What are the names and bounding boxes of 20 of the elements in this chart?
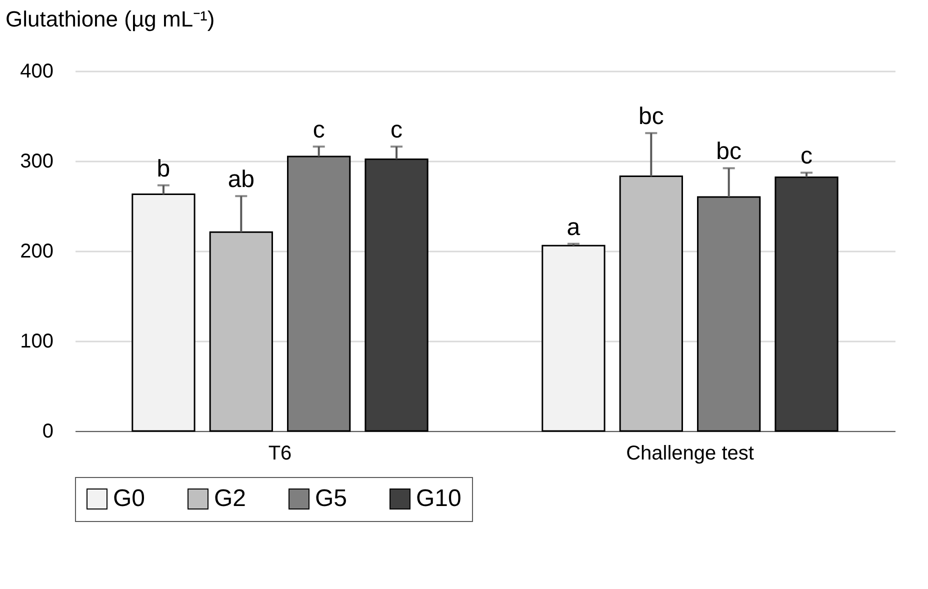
- data-label: c: [390, 116, 403, 144]
- data-label: c: [800, 142, 813, 170]
- x-tick-label: Challenge test: [626, 442, 754, 464]
- data-label: b: [156, 155, 170, 182]
- y-axis-title: Glutathione (µg mL⁻¹): [6, 6, 215, 32]
- y-tick-label: 100: [20, 330, 54, 352]
- data-label: ab: [228, 166, 255, 194]
- legend-label: G0: [113, 485, 146, 512]
- x-tick-label: T6: [268, 442, 292, 464]
- data-label: a: [566, 214, 581, 241]
- legend-label: G10: [416, 485, 462, 512]
- y-tick-label: 400: [20, 60, 54, 82]
- data-label: c: [312, 116, 325, 144]
- y-tick-label: 200: [20, 240, 54, 262]
- data-label: bc: [638, 103, 664, 130]
- y-tick-label: 300: [20, 150, 54, 172]
- legend-label: G2: [214, 485, 246, 512]
- y-tick-label: 0: [42, 420, 54, 442]
- legend-label: G5: [315, 485, 348, 512]
- data-label: bc: [716, 138, 742, 166]
